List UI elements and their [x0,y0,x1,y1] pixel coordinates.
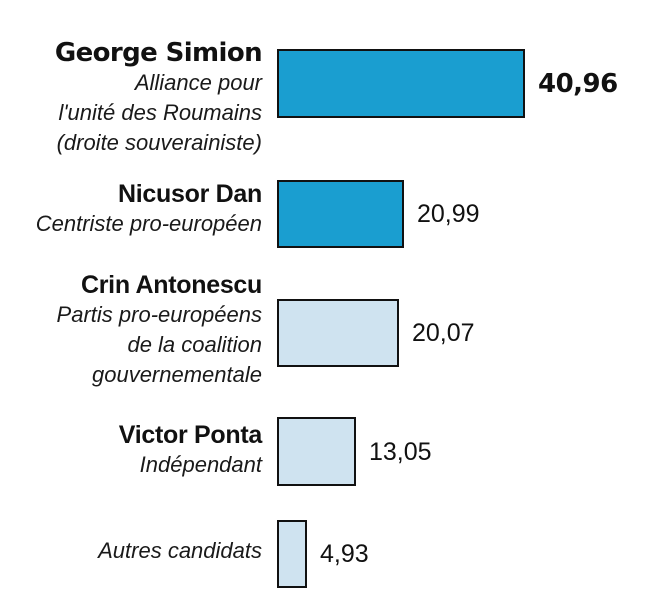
candidate-name: Crin Antonescu [81,271,262,299]
candidate-party-line: Autres candidats [98,538,262,563]
candidate-label-1: George Simion Alliance pour l'unité des Ro… [54,38,263,158]
candidate-name: Victor Ponta [118,421,263,449]
value-label-1: 40,96 [538,68,618,99]
bar-2 [277,180,404,248]
candidate-name: Nicusor Dan [118,180,262,208]
candidate-party-line: l'unité des Roumains [58,100,262,125]
value-label-3: 20,07 [412,319,475,347]
bar-1 [277,49,525,118]
candidate-name: George Simion [54,38,263,68]
candidate-party-line: Alliance pour [134,70,262,95]
value-label-5: 4,93 [320,540,369,568]
bar-3 [277,299,399,367]
bar-5 [277,520,307,588]
bar-4 [277,417,356,486]
candidate-label-5: Autres candidats [98,536,262,566]
candidate-party-line: Indépendant [139,452,262,477]
candidate-label-2: Nicusor Dan Centriste pro-européen [35,179,263,239]
candidate-party-line: Centriste pro-européen [35,211,262,236]
candidate-party-line: Partis pro-européens [56,302,262,327]
value-label-4: 13,05 [369,437,432,466]
value-label-2: 20,99 [417,200,480,228]
candidate-party-line: (droite souverainiste) [56,130,262,155]
candidate-party-line: gouvernementale [91,362,262,387]
candidate-party-line: de la coalition [127,332,262,357]
candidate-label-4: Victor Ponta Indépendant [118,420,263,480]
candidate-label-3: Crin Antonescu Partis pro-européens de la … [56,270,263,390]
